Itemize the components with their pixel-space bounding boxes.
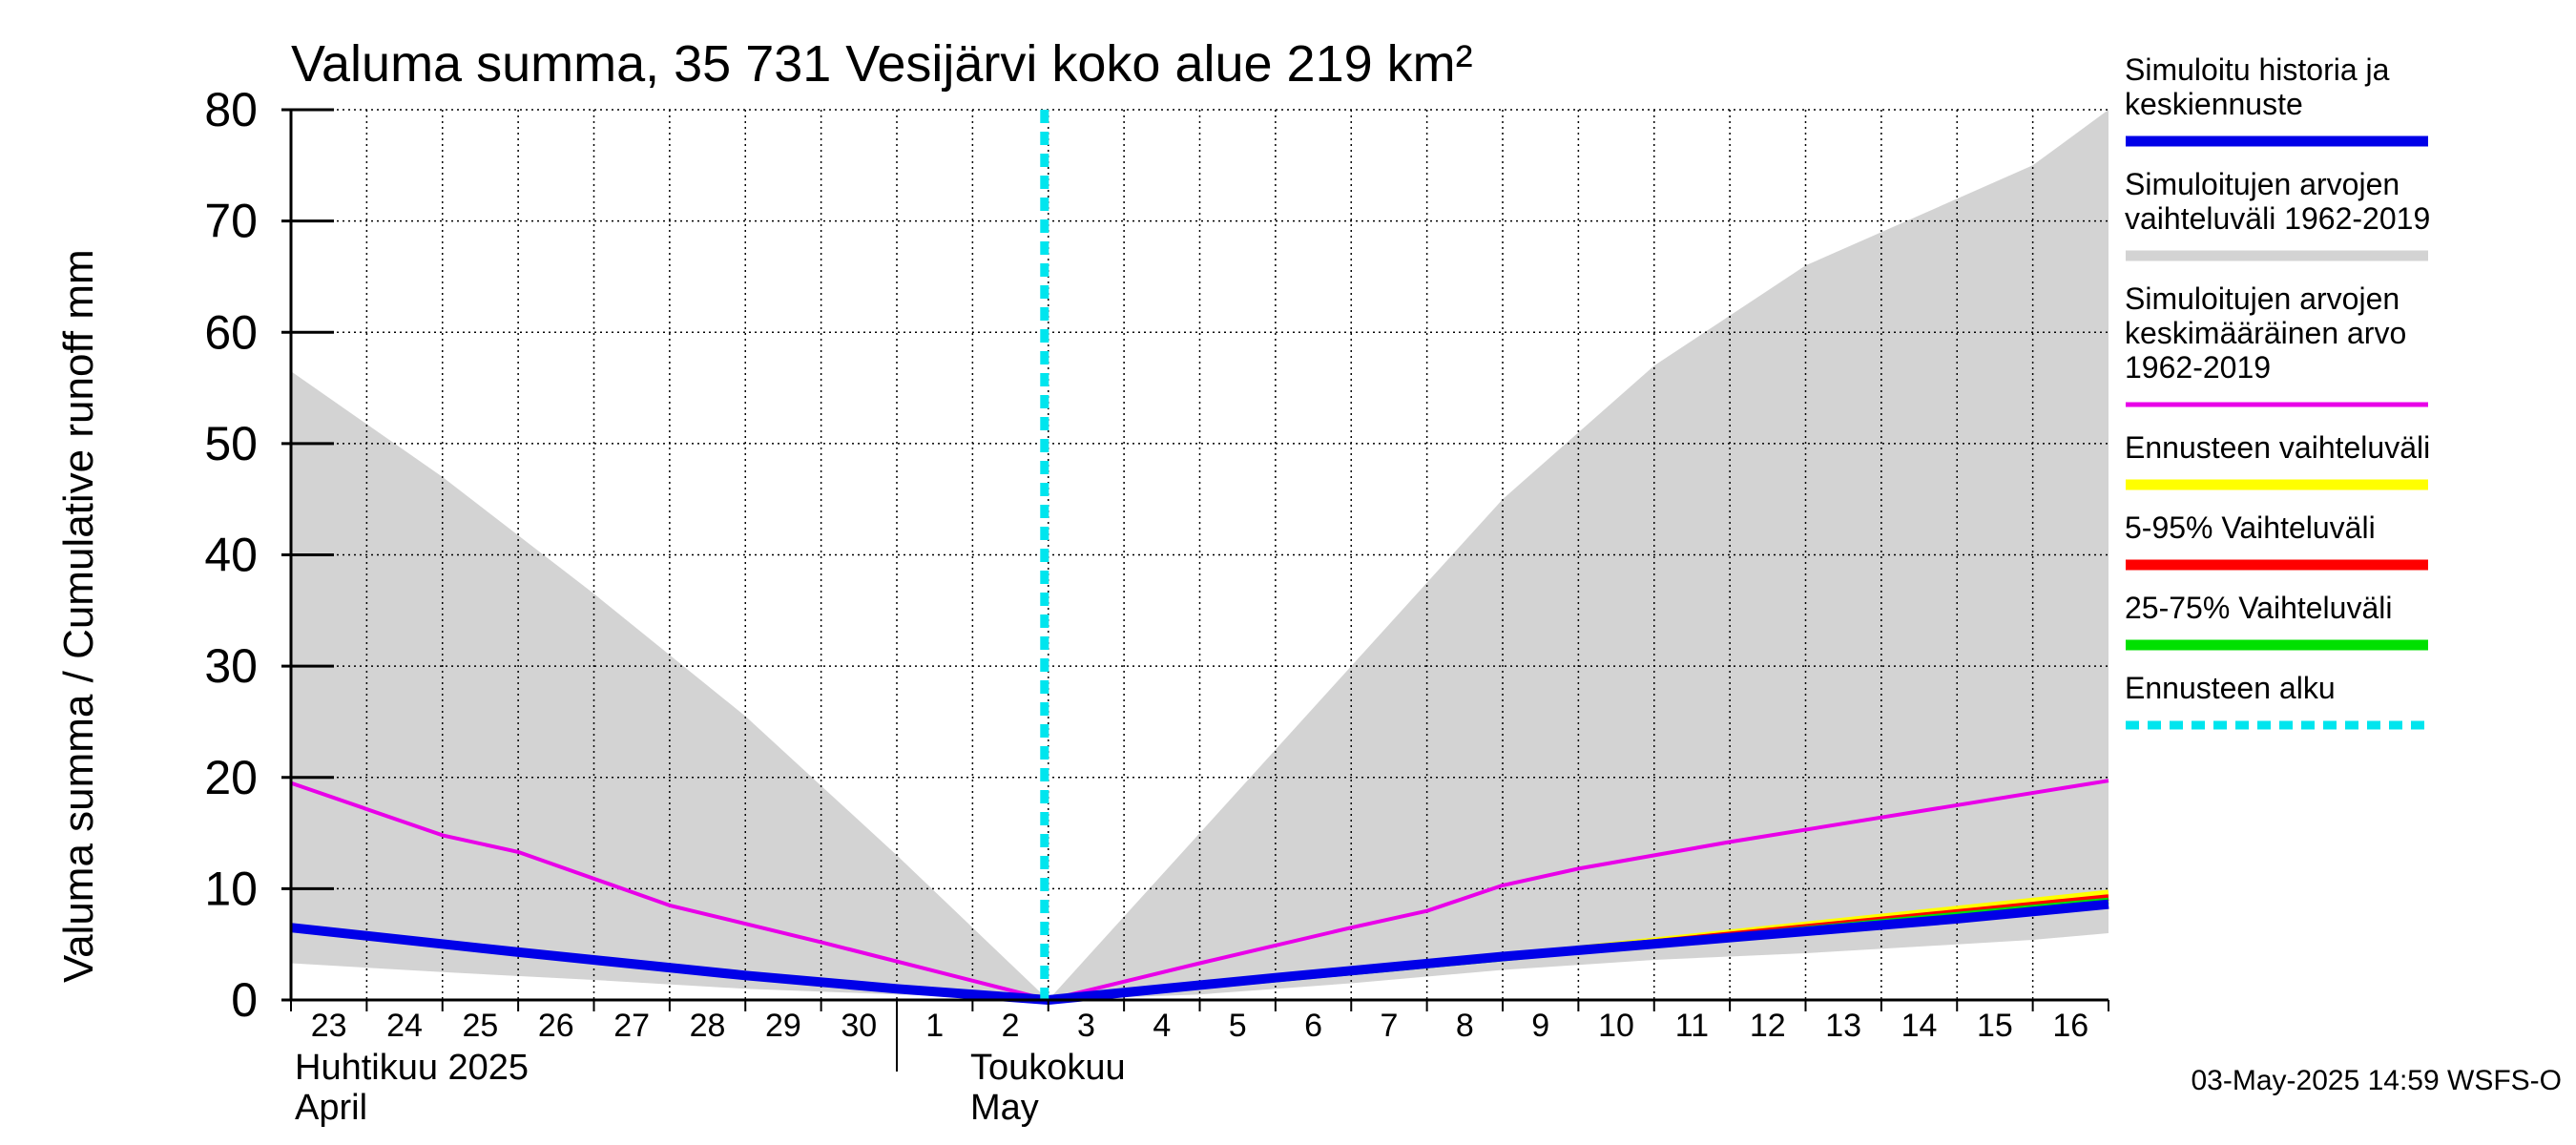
legend-label: keskiennuste	[2125, 87, 2303, 121]
legend-label: Simuloitu historia ja	[2125, 52, 2390, 87]
y-tick-label: 10	[204, 862, 258, 915]
x-tick-label: 26	[538, 1008, 574, 1044]
x-tick-label: 6	[1304, 1008, 1322, 1044]
x-tick-label: 2	[1002, 1008, 1020, 1044]
x-tick-label: 23	[311, 1008, 347, 1044]
x-tick-label: 27	[613, 1008, 650, 1044]
x-tick-label: 25	[463, 1008, 499, 1044]
legend-label: 25-75% Vaihteluväli	[2125, 591, 2392, 625]
month-label-may-fi: Toukokuu	[970, 1048, 1126, 1088]
legend: Simuloitu historia jakeskiennusteSimuloi…	[2125, 52, 2430, 730]
month-label-april-fi: Huhtikuu 2025	[295, 1048, 529, 1088]
y-tick-label: 0	[231, 973, 258, 1027]
legend-label: Ennusteen vaihteluväli	[2125, 430, 2430, 465]
x-tick-label: 12	[1750, 1008, 1786, 1044]
x-tick-label: 15	[1977, 1008, 2013, 1044]
x-tick-label: 7	[1380, 1008, 1398, 1044]
y-tick-label: 40	[204, 529, 258, 582]
series-line-mean	[290, 779, 2109, 1002]
chart-title: Valuma summa, 35 731 Vesijärvi koko alue…	[291, 35, 1473, 93]
y-tick-label: 20	[204, 751, 258, 804]
x-tick-label: 30	[841, 1008, 877, 1044]
y-tick-label: 30	[204, 639, 258, 693]
month-label-may-en: May	[970, 1088, 1039, 1128]
x-tick-label: 4	[1153, 1008, 1171, 1044]
x-tick-label: 24	[386, 1008, 423, 1044]
x-tick-label: 8	[1456, 1008, 1474, 1044]
x-tick-label: 29	[765, 1008, 801, 1044]
y-axis-label: Valuma summa / Cumulative runoff mm	[55, 249, 102, 983]
x-tick-label: 9	[1531, 1008, 1549, 1044]
series-line-history-and-median	[290, 899, 2109, 1005]
y-tick-label: 50	[204, 417, 258, 470]
legend-label: Simuloitujen arvojen	[2125, 167, 2399, 201]
legend-item: 5-95% Vaihteluväli	[2125, 510, 2428, 571]
legend-label: 5-95% Vaihteluväli	[2125, 510, 2376, 545]
legend-label: vaihteluväli 1962-2019	[2125, 201, 2430, 236]
legend-label: Simuloitujen arvojen	[2125, 281, 2399, 316]
y-tick-label: 60	[204, 305, 258, 359]
x-tick-label: 10	[1598, 1008, 1634, 1044]
x-tick-label: 14	[1901, 1008, 1938, 1044]
y-tick-label: 70	[204, 195, 258, 248]
y-tick-label: 80	[204, 83, 258, 136]
x-tick-label: 11	[1675, 1008, 1709, 1044]
legend-item: Ennusteen alku	[2125, 671, 2428, 730]
month-label-april-en: April	[295, 1088, 367, 1128]
x-tick-label: 13	[1825, 1008, 1861, 1044]
x-tick-label: 1	[925, 1008, 944, 1044]
footer-timestamp: 03-May-2025 14:59 WSFS-O	[2192, 1065, 2563, 1096]
legend-item: Ennusteen vaihteluväli	[2125, 430, 2430, 490]
x-tick-label: 3	[1077, 1008, 1095, 1044]
legend-label: keskimääräinen arvo	[2125, 316, 2406, 350]
plot-area	[290, 109, 2109, 1005]
x-tick-label: 16	[2052, 1008, 2088, 1044]
legend-item: 25-75% Vaihteluväli	[2125, 591, 2428, 651]
x-tick-label: 5	[1229, 1008, 1247, 1044]
legend-label: 1962-2019	[2125, 350, 2271, 385]
legend-label: Ennusteen alku	[2125, 671, 2336, 705]
x-tick-label: 28	[690, 1008, 726, 1044]
